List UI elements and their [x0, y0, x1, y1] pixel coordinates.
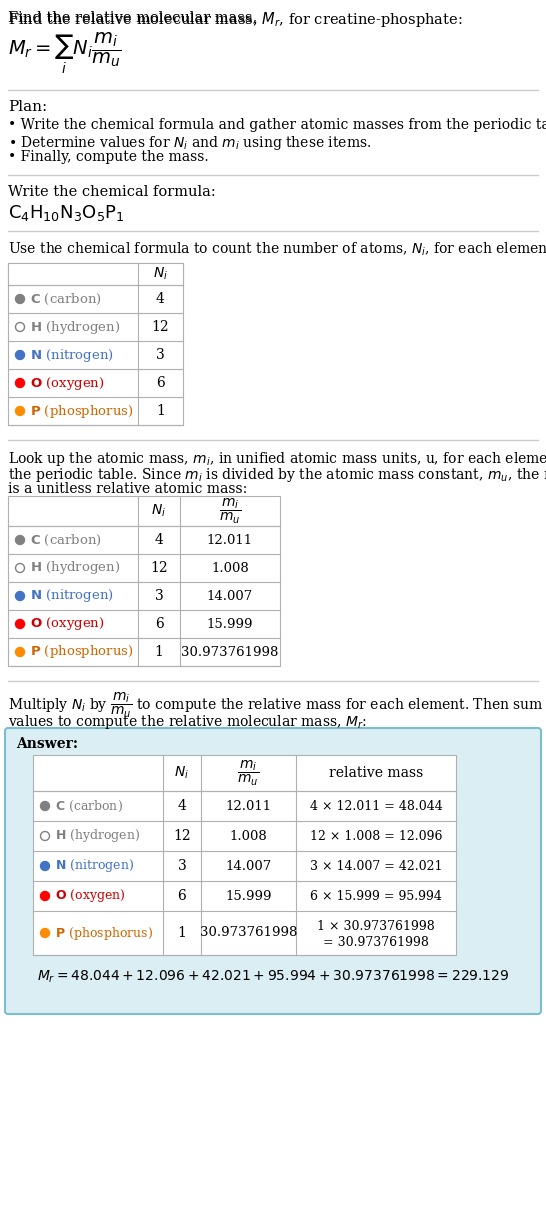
Text: 1: 1 — [177, 926, 186, 939]
Text: $\bf{N}$ (nitrogen): $\bf{N}$ (nitrogen) — [30, 346, 114, 363]
Text: Write the chemical formula:: Write the chemical formula: — [8, 185, 216, 199]
Text: $\bf{N}$ (nitrogen): $\bf{N}$ (nitrogen) — [55, 857, 134, 874]
Text: 30.973761998: 30.973761998 — [181, 646, 278, 658]
Text: = 30.973761998: = 30.973761998 — [323, 937, 429, 949]
Text: $M_r = \sum_i N_i \dfrac{m_i}{m_u}$: $M_r = \sum_i N_i \dfrac{m_i}{m_u}$ — [8, 29, 122, 76]
Bar — [8, 263, 183, 425]
Text: 12: 12 — [152, 321, 169, 334]
Text: • Write the chemical formula and gather atomic masses from the periodic table.: • Write the chemical formula and gather … — [8, 118, 546, 131]
Text: $M_r = 48.044 + 12.096 + 42.021 + 95.994 + 30.973761998 = 229.129$: $M_r = 48.044 + 12.096 + 42.021 + 95.994… — [37, 969, 509, 985]
Text: relative mass: relative mass — [329, 766, 423, 780]
Circle shape — [40, 928, 50, 937]
Text: $N_i$: $N_i$ — [151, 502, 167, 519]
Text: $\bf{P}$ (phosphorus): $\bf{P}$ (phosphorus) — [55, 925, 153, 942]
Text: $\bf{H}$ (hydrogen): $\bf{H}$ (hydrogen) — [30, 318, 120, 335]
Circle shape — [15, 295, 25, 303]
Text: the periodic table. Since $m_i$ is divided by the atomic mass constant, $m_u$, t: the periodic table. Since $m_i$ is divid… — [8, 465, 546, 484]
Text: 6 × 15.999 = 95.994: 6 × 15.999 = 95.994 — [310, 889, 442, 903]
Circle shape — [15, 406, 25, 415]
Text: 1.008: 1.008 — [211, 561, 249, 575]
Circle shape — [40, 862, 50, 871]
Circle shape — [40, 802, 50, 810]
Circle shape — [15, 535, 25, 544]
Text: 15.999: 15.999 — [207, 618, 253, 630]
Text: $\bf{C}$ (carbon): $\bf{C}$ (carbon) — [30, 533, 102, 548]
Bar — [8, 263, 183, 285]
Text: • Finally, compute the mass.: • Finally, compute the mass. — [8, 150, 209, 165]
Text: Find the relative molecular mass,: Find the relative molecular mass, — [8, 10, 262, 25]
Circle shape — [15, 647, 25, 657]
Text: 14.007: 14.007 — [207, 589, 253, 603]
Text: $\mathrm{C_4H_{10}N_3O_5P_1}$: $\mathrm{C_4H_{10}N_3O_5P_1}$ — [8, 203, 124, 223]
Text: $N_i$: $N_i$ — [175, 765, 189, 781]
FancyBboxPatch shape — [5, 728, 541, 1014]
Text: 6: 6 — [155, 616, 163, 631]
Text: $\bf{O}$ (oxygen): $\bf{O}$ (oxygen) — [30, 615, 105, 632]
Text: values to compute the relative molecular mass, $M_r$:: values to compute the relative molecular… — [8, 713, 367, 731]
Circle shape — [40, 892, 50, 900]
Text: 12 × 1.008 = 12.096: 12 × 1.008 = 12.096 — [310, 829, 442, 842]
Bar — [8, 496, 280, 666]
Text: 12.011: 12.011 — [207, 533, 253, 546]
Text: is a unitless relative atomic mass:: is a unitless relative atomic mass: — [8, 483, 247, 496]
Circle shape — [15, 350, 25, 360]
Text: 4 × 12.011 = 48.044: 4 × 12.011 = 48.044 — [310, 799, 442, 813]
Text: $\bf{P}$ (phosphorus): $\bf{P}$ (phosphorus) — [30, 643, 134, 661]
Text: Find the relative molecular mass, $M_r$, for creatine-phosphate:: Find the relative molecular mass, $M_r$,… — [8, 10, 462, 29]
Text: 1: 1 — [156, 404, 165, 418]
Text: 12: 12 — [150, 561, 168, 575]
Bar — [33, 755, 456, 955]
Text: 6: 6 — [177, 889, 186, 903]
Text: 1.008: 1.008 — [230, 829, 268, 842]
Text: $\bf{O}$ (oxygen): $\bf{O}$ (oxygen) — [30, 375, 105, 392]
Text: $\bf{H}$ (hydrogen): $\bf{H}$ (hydrogen) — [30, 560, 120, 576]
Text: • Determine values for $N_i$ and $m_i$ using these items.: • Determine values for $N_i$ and $m_i$ u… — [8, 134, 371, 152]
Text: $\dfrac{m_i}{m_u}$: $\dfrac{m_i}{m_u}$ — [238, 759, 259, 787]
Text: 4: 4 — [177, 799, 186, 813]
Text: 6: 6 — [156, 376, 165, 391]
Text: 14.007: 14.007 — [225, 860, 271, 873]
Text: $\dfrac{m_i}{m_u}$: $\dfrac{m_i}{m_u}$ — [219, 496, 241, 526]
Text: 15.999: 15.999 — [225, 889, 272, 903]
Text: $\bf{C}$ (carbon): $\bf{C}$ (carbon) — [30, 291, 102, 307]
Text: 4: 4 — [155, 533, 163, 546]
Text: $\bf{H}$ (hydrogen): $\bf{H}$ (hydrogen) — [55, 828, 140, 845]
Text: 1 × 30.973761998: 1 × 30.973761998 — [317, 921, 435, 933]
Text: $N_i$: $N_i$ — [153, 265, 168, 282]
Text: 3: 3 — [177, 860, 186, 873]
Text: $\bf{O}$ (oxygen): $\bf{O}$ (oxygen) — [55, 888, 126, 905]
Circle shape — [15, 592, 25, 600]
Text: 4: 4 — [156, 292, 165, 306]
Text: 12: 12 — [173, 829, 191, 842]
Text: 3 × 14.007 = 42.021: 3 × 14.007 = 42.021 — [310, 860, 442, 873]
Text: Answer:: Answer: — [16, 737, 78, 752]
Text: 30.973761998: 30.973761998 — [200, 926, 297, 939]
Text: Plan:: Plan: — [8, 99, 48, 114]
Circle shape — [15, 378, 25, 388]
Text: 3: 3 — [155, 589, 163, 603]
Circle shape — [15, 619, 25, 629]
Text: Look up the atomic mass, $m_i$, in unified atomic mass units, u, for each elemen: Look up the atomic mass, $m_i$, in unifi… — [8, 449, 546, 468]
Text: $\bf{P}$ (phosphorus): $\bf{P}$ (phosphorus) — [30, 403, 134, 420]
Text: $\bf{C}$ (carbon): $\bf{C}$ (carbon) — [55, 798, 123, 813]
Text: Use the chemical formula to count the number of atoms, $N_i$, for each element:: Use the chemical formula to count the nu… — [8, 241, 546, 258]
Text: 12.011: 12.011 — [225, 799, 271, 813]
Text: Multiply $N_i$ by $\dfrac{m_i}{m_u}$ to compute the relative mass for each eleme: Multiply $N_i$ by $\dfrac{m_i}{m_u}$ to … — [8, 691, 546, 720]
Text: 1: 1 — [155, 645, 163, 659]
Text: 3: 3 — [156, 348, 165, 362]
Text: $\bf{N}$ (nitrogen): $\bf{N}$ (nitrogen) — [30, 587, 114, 604]
